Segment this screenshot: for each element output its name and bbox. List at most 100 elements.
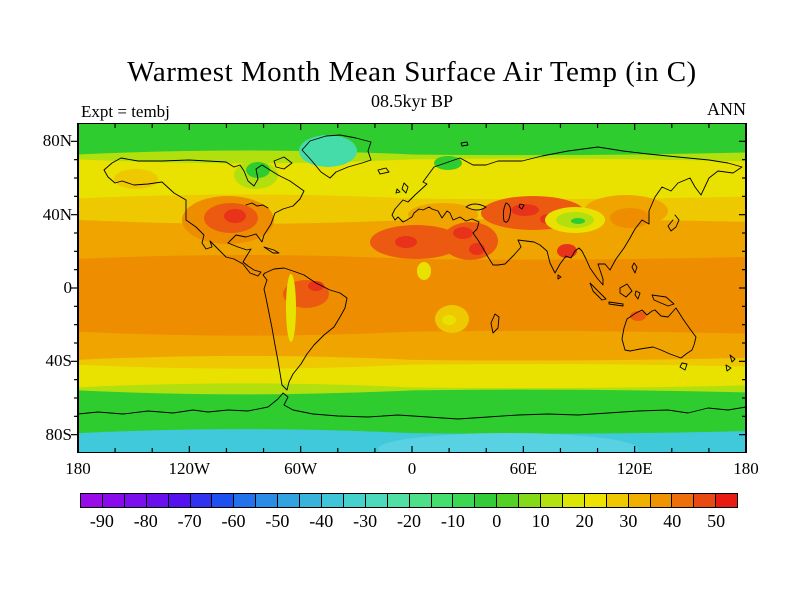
colorbar-label-30: 30	[619, 511, 638, 531]
hotspot-alaska-interior-mild	[114, 169, 158, 189]
season-label: ANN	[707, 99, 746, 119]
hotspot-australia-warm-spot	[630, 311, 646, 321]
hotspot-central-asia-hottest	[511, 204, 539, 216]
colorbar-cell-25c	[605, 494, 628, 507]
colorbar-cell--25c	[386, 494, 409, 507]
great-lakes	[245, 202, 269, 209]
colorbar-cell--10c	[452, 494, 475, 507]
coastline-aral-sea	[518, 203, 525, 210]
hotspot-mesopotamia-hottest	[453, 227, 473, 239]
coastline-svalbard	[460, 141, 469, 147]
colorbar-cell--5c	[474, 494, 497, 507]
colorbar-cell--30c	[364, 494, 387, 507]
colorbar-cell--85c	[123, 494, 146, 507]
colorbar-label--90: -90	[89, 511, 114, 531]
colorbar-cell-40c	[671, 494, 694, 507]
lon-label-60W: 60W	[284, 459, 318, 478]
colorbar-cell--60c	[233, 494, 256, 507]
chart-title: Warmest Month Mean Surface Air Temp (in …	[127, 56, 697, 88]
lat-label-80S: 80S	[45, 424, 72, 444]
lon-label-180: 180	[65, 459, 91, 478]
coastline-tasmania	[679, 362, 688, 371]
colorbar-label--20: -20	[397, 511, 421, 531]
zonal-temperature-bands	[78, 123, 746, 453]
colorbar-cell--40c	[320, 494, 343, 507]
hotspot-arabia-hottest	[469, 243, 485, 255]
hotspot-northeast-canada-coolest	[246, 162, 270, 178]
temperature-colorbar	[80, 493, 738, 508]
colorbar-label--10: -10	[440, 511, 465, 531]
coastline-caspian-sea	[502, 202, 511, 223]
colorbar-label--60: -60	[221, 511, 246, 531]
hotspot-sahara-hottest	[395, 236, 417, 248]
colorbar-cell--75c	[167, 494, 190, 507]
coastline-sumatra	[589, 282, 607, 301]
coastline-south-america	[262, 267, 348, 391]
colorbar-cell-15c	[561, 494, 584, 507]
regional-temperature-anomalies	[114, 135, 668, 453]
colorbar-cell--20c	[408, 494, 431, 507]
hotspot-greenland-ice-sheet	[299, 135, 357, 167]
hotspot-amazon-hottest	[308, 281, 324, 291]
hotspot-north-india-hottest	[557, 244, 577, 258]
hotspot-south-africa-mild-core	[442, 315, 456, 325]
lat-label-0: 0	[63, 278, 73, 297]
coastline-iceland	[377, 167, 390, 175]
hotspot-north-scandinavia-cool	[434, 156, 462, 170]
colorbar-cell-10c	[540, 494, 562, 507]
lat-label-40N: 40N	[42, 204, 72, 224]
colorbar-cell-35c	[649, 494, 672, 507]
lon-label-60E: 60E	[509, 459, 538, 478]
hotspot-east-africa-cool-spot	[417, 262, 431, 280]
hotspot-north-america-hottest	[224, 209, 246, 223]
colorbar-label--80: -80	[133, 511, 158, 531]
colorbar-cell--35c	[342, 494, 365, 507]
world-temperature-map	[71, 123, 747, 453]
colorbar-cell-30c	[627, 494, 650, 507]
lat-label-80N: 80N	[42, 131, 72, 151]
coastline-antarctica	[77, 392, 747, 420]
coastline-eurasia	[391, 146, 743, 286]
colorbar-cell--95c	[81, 494, 102, 507]
map-border	[77, 123, 747, 453]
lat-label-40S: 40S	[45, 351, 72, 371]
colorbar-label-0: 0	[492, 511, 502, 531]
colorbar-label--50: -50	[265, 511, 290, 531]
coastline-baffin-island	[273, 156, 293, 170]
coastline-ireland	[395, 188, 401, 194]
colorbar-label--40: -40	[309, 511, 334, 531]
coastline-borneo	[619, 283, 633, 298]
chart-subtitle: 08.5kyr BP	[370, 91, 453, 111]
colorbar-cell--15c	[430, 494, 453, 507]
hotspot-east-asia-warmer	[610, 208, 650, 228]
colorbar-cell-45c	[693, 494, 716, 507]
hotspot-antarctic-interior-coldest	[378, 433, 638, 453]
coastline-java	[608, 301, 624, 307]
lon-label-120W: 120W	[168, 459, 211, 478]
coastline-sri-lanka	[557, 274, 562, 280]
colorbar-label-40: 40	[663, 511, 682, 531]
colorbar-cell-50c	[715, 494, 738, 507]
colorbar-cell--80c	[145, 494, 168, 507]
coastline-australia	[621, 307, 697, 359]
coastline-new-guinea	[651, 294, 675, 307]
colorbar-cell--65c	[211, 494, 234, 507]
hotspot-middle-east-warm-core	[442, 222, 498, 260]
colorbar-cell--55c	[255, 494, 278, 507]
coastline-philippines	[631, 262, 638, 274]
coastline-britain	[401, 182, 409, 194]
lon-label-180: 180	[733, 459, 759, 478]
colorbar-cell--45c	[299, 494, 321, 507]
colorbar-cell-5c	[518, 494, 541, 507]
coastline-black-sea	[465, 203, 487, 211]
colorbar-cell--50c	[277, 494, 300, 507]
colorbar-label--30: -30	[353, 511, 378, 531]
colorbar-label-20: 20	[575, 511, 594, 531]
coastline-new-zealand	[725, 354, 736, 372]
colorbar-label-50: 50	[707, 511, 726, 531]
colorbar-cell-0c	[496, 494, 519, 507]
colorbar-label-10: 10	[531, 511, 550, 531]
hotspot-tibetan-plateau-coolest	[571, 218, 585, 224]
lon-label-120E: 120E	[616, 459, 653, 478]
